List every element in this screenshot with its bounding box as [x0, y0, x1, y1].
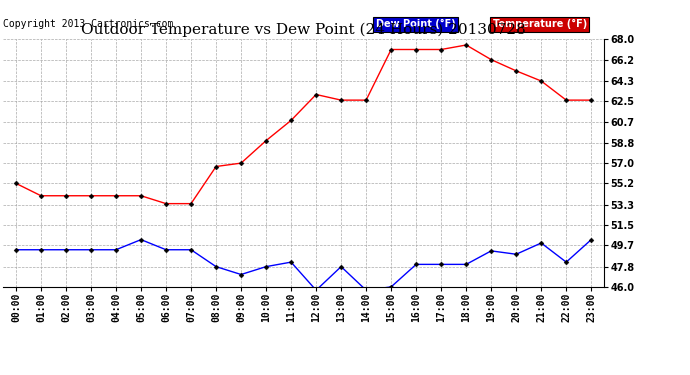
- Text: Copyright 2013 Cartronics.com: Copyright 2013 Cartronics.com: [3, 20, 174, 30]
- Text: Dew Point (°F): Dew Point (°F): [375, 20, 455, 30]
- Title: Outdoor Temperature vs Dew Point (24 Hours) 20130728: Outdoor Temperature vs Dew Point (24 Hou…: [81, 22, 526, 37]
- Text: Temperature (°F): Temperature (°F): [493, 20, 587, 30]
